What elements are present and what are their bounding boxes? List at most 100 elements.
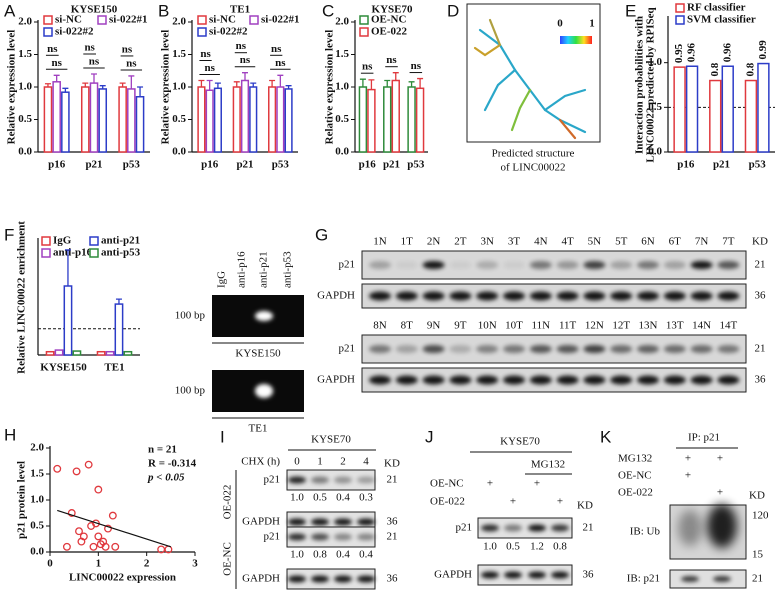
bar xyxy=(383,86,392,153)
point xyxy=(72,467,81,476)
band xyxy=(504,571,522,579)
error-bar xyxy=(64,249,71,286)
y-tick-label: 1.5 xyxy=(172,48,186,60)
panel-letter: J xyxy=(425,427,434,446)
lane-label: 9N xyxy=(427,320,441,332)
lane-label: anti-p53 xyxy=(282,251,294,288)
legend-swatch xyxy=(197,27,207,37)
point xyxy=(84,460,93,469)
bar xyxy=(709,79,722,153)
band xyxy=(288,575,306,583)
bar xyxy=(213,87,222,153)
x-tick-label: p21 xyxy=(383,159,400,171)
lane-label: 11N xyxy=(532,320,551,332)
band xyxy=(357,476,375,484)
bar xyxy=(205,89,214,153)
structure-line xyxy=(510,88,532,132)
legend-swatch xyxy=(41,248,51,258)
significance-label: ns xyxy=(51,57,62,69)
value-label: 0.95 xyxy=(673,43,685,63)
x-tick-label: p16 xyxy=(48,159,66,171)
band xyxy=(529,375,552,385)
significance-label: ns xyxy=(386,54,397,66)
band xyxy=(476,261,499,269)
error-bar xyxy=(368,79,375,90)
y-tick-label: 1.0 xyxy=(648,56,662,68)
x-tick-label: p21 xyxy=(713,159,730,171)
lane-label: 10T xyxy=(505,320,523,332)
protein-label: GAPDH xyxy=(434,569,472,581)
bar xyxy=(367,88,376,153)
band xyxy=(663,291,686,301)
band xyxy=(481,524,499,532)
lane-label: 2N xyxy=(427,236,441,248)
panel-letter: A xyxy=(4,1,16,20)
value-label: 0.96 xyxy=(686,42,698,62)
lane-label: 5T xyxy=(615,236,628,248)
lane-label: anti-p21 xyxy=(258,251,270,288)
structure-line xyxy=(558,118,577,140)
condition-mark: + xyxy=(717,453,723,465)
kd-label: 21 xyxy=(755,259,766,271)
band xyxy=(395,261,418,269)
band xyxy=(334,518,352,526)
error-bar xyxy=(115,298,122,305)
band xyxy=(528,524,546,532)
band xyxy=(717,261,740,269)
treatment-label: CHX (h) xyxy=(241,456,280,468)
lane-label: 14T xyxy=(720,320,738,332)
y-axis-label: Relative expression level xyxy=(160,30,172,145)
significance-label: ns xyxy=(126,57,137,69)
band xyxy=(529,345,552,353)
structure-line xyxy=(473,43,502,57)
panel-letter: G xyxy=(315,225,328,244)
band xyxy=(503,375,525,385)
y-tick-label: 0.0 xyxy=(30,546,44,558)
error-bar xyxy=(137,86,144,97)
band xyxy=(556,261,579,269)
y-tick-label: 1.0 xyxy=(18,81,32,93)
bar xyxy=(757,62,770,153)
x-tick-label: p21 xyxy=(85,159,102,171)
legend-label: OE-NC xyxy=(371,14,407,26)
quant-label: 1.0 xyxy=(483,541,497,553)
marker-label: 15 xyxy=(752,549,764,561)
protein-label: p21 xyxy=(456,522,473,534)
band xyxy=(369,291,391,301)
x-tick-label: 0 xyxy=(47,558,53,570)
panel-letter: I xyxy=(220,427,225,446)
timepoint-label: 2 xyxy=(340,456,346,468)
significance-label: ns xyxy=(236,40,247,52)
lane-label: 7N xyxy=(695,236,709,248)
panel-letter: D xyxy=(447,1,459,20)
y-tick-label: 0.5 xyxy=(172,113,186,125)
lane-label: 13N xyxy=(639,320,658,332)
point xyxy=(94,532,103,541)
scale-label: 1 xyxy=(589,18,595,30)
y-tick-label: 0.5 xyxy=(30,520,44,532)
kd-label: 21 xyxy=(755,343,766,355)
bar xyxy=(415,87,425,153)
error-bar xyxy=(44,83,51,87)
bar xyxy=(232,86,241,153)
chart-title: TE1 xyxy=(230,4,250,16)
x-tick-label: p16 xyxy=(677,159,695,171)
y-axis-label: Relative expression level xyxy=(324,30,336,145)
significance-label: ns xyxy=(122,43,133,55)
significance-label: ns xyxy=(275,57,286,69)
band xyxy=(529,261,552,269)
error-bar xyxy=(408,81,415,87)
color-scale xyxy=(560,36,592,44)
error-bar xyxy=(384,79,391,87)
band xyxy=(690,291,713,301)
y-tick-label: 2.0 xyxy=(30,442,44,454)
condition-mark: + xyxy=(510,496,516,508)
band xyxy=(583,345,606,353)
band xyxy=(311,476,329,484)
marker-label: 100 bp xyxy=(175,310,206,322)
error-bar xyxy=(119,82,126,87)
error-bar xyxy=(250,82,257,87)
band xyxy=(449,261,472,269)
legend-swatch xyxy=(197,15,207,25)
quant-label: 0.4 xyxy=(336,549,350,561)
